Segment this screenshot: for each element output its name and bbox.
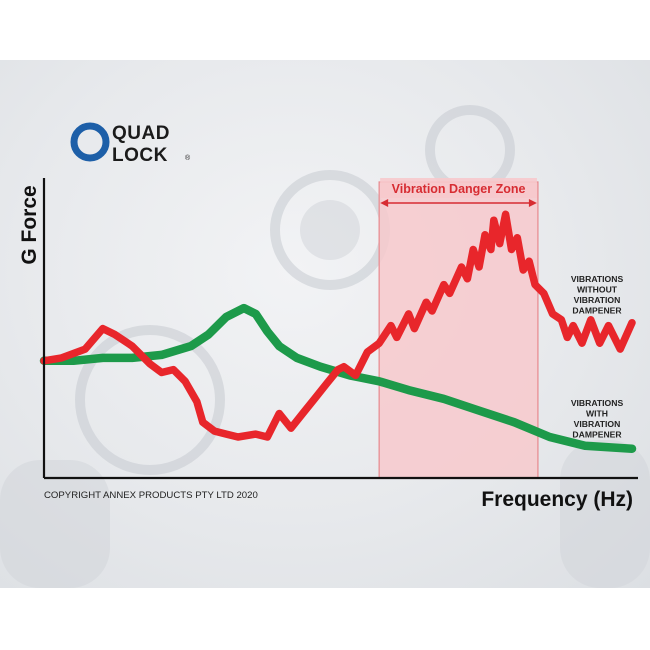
legend-line: DAMPENER	[572, 430, 622, 440]
x-axis-label: Frequency (Hz)	[481, 488, 633, 511]
quad-lock-logo: QUAD LOCK ®	[70, 122, 191, 166]
y-axis-label: G Force	[18, 185, 41, 264]
logo-word-quad: QUAD	[112, 123, 170, 144]
legend-with-dampener: VIBRATIONS WITH VIBRATION DAMPENER	[571, 398, 624, 440]
series-line-with-dampener	[39, 303, 637, 453]
logo-ring-icon	[70, 122, 110, 162]
ghost-mount-cap	[300, 200, 360, 260]
legend-line: WITHOUT	[577, 285, 618, 295]
legend-line: VIBRATIONS	[571, 274, 624, 284]
logo-word-lock: LOCK	[112, 145, 168, 166]
danger-zone-arrow-left	[380, 199, 389, 207]
legend-without-dampener: VIBRATIONS WITHOUT VIBRATION DAMPENER	[571, 274, 624, 316]
ghost-fork-left	[0, 460, 110, 588]
series-line-without-dampener	[40, 210, 636, 441]
legend-line: VIBRATION	[574, 419, 621, 429]
ghost-steering-nut	[75, 325, 225, 475]
danger-zone-label: Vibration Danger Zone	[392, 182, 526, 196]
legend-line: WITH	[586, 409, 608, 419]
danger-zone: Vibration Danger Zone	[378, 178, 539, 479]
legend-line: VIBRATIONS	[571, 398, 624, 408]
danger-zone-arrow-right	[528, 199, 537, 207]
copyright-notice: COPYRIGHT ANNEX PRODUCTS PTY LTD 2020	[44, 490, 258, 501]
legend-line: VIBRATION	[574, 295, 621, 305]
logo-registered-mark: ®	[185, 154, 191, 162]
legend-line: DAMPENER	[572, 306, 622, 316]
danger-zone-label-bg	[380, 178, 537, 198]
